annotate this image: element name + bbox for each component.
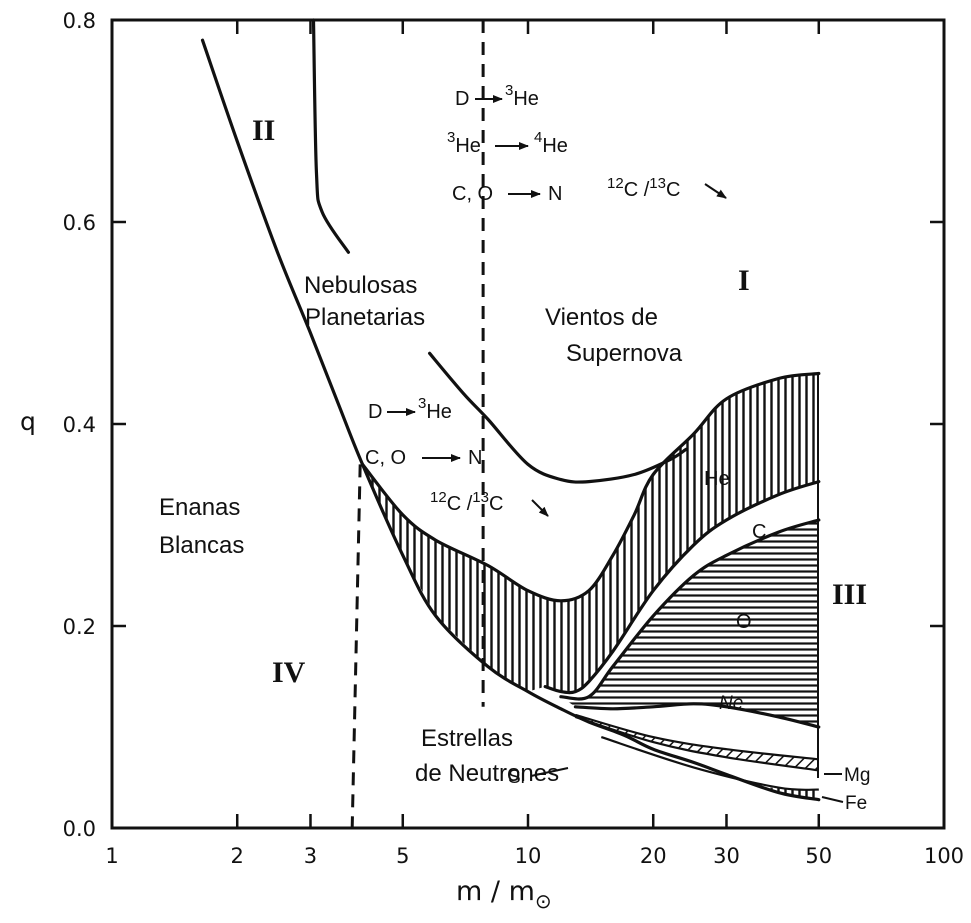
estrellas-label: Estrellas: [421, 725, 513, 752]
y-axis-label: q: [20, 407, 36, 436]
y-tick-label: 0.4: [63, 413, 96, 437]
dashed-limit-lower: [350, 464, 362, 829]
o-inner-curve: [573, 702, 821, 729]
planetary-nebula-curve: [311, 18, 350, 254]
y-tick-label: 0.6: [63, 211, 96, 235]
he-shell-label: He: [704, 468, 730, 490]
x-tick-label: 20: [640, 844, 667, 868]
region-III-label: III: [832, 578, 867, 611]
x-tick-label: 3: [304, 844, 317, 868]
nebulosas-label: Nebulosas: [304, 272, 417, 299]
y-tick-label: 0.2: [63, 615, 96, 639]
neutrones-label: de Neutrones: [415, 760, 559, 787]
x-tick-label: 50: [805, 844, 832, 868]
si-leader-line: [530, 767, 569, 777]
x-tick-label: 100: [924, 844, 964, 868]
c-inner-curve: [559, 518, 821, 701]
planetarias-label: Planetarias: [305, 304, 425, 331]
svg-text:3He: 3He: [447, 129, 481, 157]
vientos-label: Vientos de: [545, 304, 658, 331]
mg-inner-curve: [575, 715, 819, 772]
region-II-label: II: [252, 114, 275, 147]
axis-ticks: [110, 18, 946, 830]
region-I-label: I: [738, 264, 750, 297]
svg-text:N: N: [548, 183, 562, 205]
axis-tick-labels: 1 2 3 5 10 20 30 50 100 0.0 0.2 0.4 0.6 0.8: [63, 9, 964, 868]
svg-text:3He: 3He: [505, 82, 539, 110]
svg-text:3He: 3He: [418, 395, 452, 423]
mg-shell-fill: [575, 714, 819, 771]
svg-text:C, O: C, O: [452, 183, 493, 205]
si-shell-label: Si: [508, 767, 525, 788]
x-tick-label: 1: [105, 844, 118, 868]
x-axis-label: m / m⊙: [456, 876, 552, 913]
region-IV-label: IV: [272, 656, 306, 689]
o-shell-label: O: [736, 611, 752, 633]
enanas-label: Enanas: [159, 494, 240, 521]
svg-text:D: D: [368, 401, 382, 423]
svg-text:4He: 4He: [534, 129, 568, 157]
he-inner-curve: [543, 480, 821, 695]
x-tick-label: 10: [515, 844, 542, 868]
fe-leader-line: [821, 796, 844, 803]
x-tick-label: 2: [231, 844, 244, 868]
x-tick-label: 5: [396, 844, 409, 868]
svg-text:N: N: [468, 447, 482, 469]
svg-text:D: D: [455, 88, 469, 110]
supernova-label: Supernova: [566, 340, 683, 367]
lower-reactions: D 3He C, O N 12C /13C: [365, 395, 549, 517]
y-tick-label: 0.0: [63, 817, 96, 841]
o-shell-fill: [560, 520, 819, 727]
ne-shell-label: Ne: [719, 693, 743, 714]
ne-inner-curve: [575, 713, 819, 761]
si-inner-curve: [600, 736, 819, 791]
upper-reactions: D 3He 3He 4He C, O N 12C /13C: [447, 82, 727, 205]
x-tick-label: 30: [713, 844, 740, 868]
y-tick-label: 0.8: [63, 9, 96, 33]
fe-shell-label: Fe: [845, 793, 867, 814]
he-outer-curve: [360, 371, 821, 603]
svg-text:C, O: C, O: [365, 447, 406, 469]
mg-shell-label: Mg: [844, 765, 870, 786]
svg-text:12C /13C: 12C /13C: [430, 489, 503, 515]
he-shell-fill: [362, 373, 819, 692]
c-shell-label: C: [752, 521, 766, 543]
svg-text:12C /13C: 12C /13C: [607, 175, 680, 201]
blancas-label: Blancas: [159, 532, 244, 559]
